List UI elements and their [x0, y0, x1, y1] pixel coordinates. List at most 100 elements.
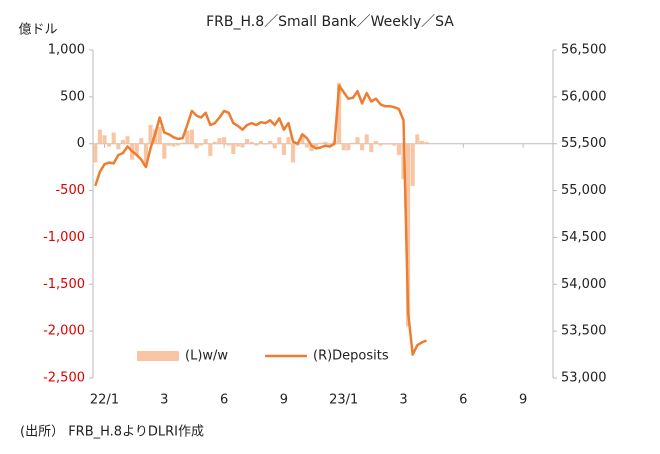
bar [258, 140, 263, 144]
legend-swatch [137, 351, 179, 361]
bar [162, 143, 167, 159]
y2-tick-label: 54,000 [561, 277, 607, 292]
legend-label: (R)Deposits [313, 349, 389, 364]
bar [406, 143, 411, 327]
bar [419, 140, 424, 144]
bar [323, 141, 328, 144]
y-tick-label: -1,500 [43, 277, 85, 292]
bar [199, 143, 204, 146]
x-tick-label: 23/1 [329, 393, 358, 408]
bar [185, 130, 190, 144]
y-tick-label: -2,000 [43, 324, 85, 339]
bar [378, 143, 383, 146]
bar [226, 143, 231, 146]
bar [231, 143, 236, 155]
x-tick-label: 6 [459, 393, 467, 408]
bar [277, 137, 282, 144]
bar [263, 143, 268, 145]
bar [93, 143, 98, 163]
bar [424, 141, 429, 144]
y-unit: 億ドル [18, 22, 57, 38]
bar [341, 143, 346, 151]
bar [373, 140, 378, 144]
bar [364, 134, 369, 144]
bar [139, 138, 144, 144]
bar [245, 139, 250, 144]
y2-tick-label: 55,000 [561, 183, 607, 198]
bar [222, 137, 227, 144]
y2-tick-label: 56,500 [561, 43, 607, 58]
bar [125, 136, 130, 144]
bar [309, 143, 314, 152]
chart-title: FRB_H.8／Small Bank／Weekly／SA [206, 14, 454, 30]
bar [171, 143, 176, 147]
bar [327, 143, 332, 145]
bar [212, 141, 217, 144]
y-tick-label: 0 [77, 136, 85, 151]
bar [383, 143, 388, 145]
y2-tick-label: 53,500 [561, 324, 607, 339]
bar [314, 143, 319, 147]
bar [240, 143, 245, 148]
bar [111, 132, 116, 144]
bar [249, 141, 254, 144]
bar [268, 140, 273, 144]
y-tick-label: -2,500 [43, 371, 85, 386]
x-tick-label: 9 [280, 393, 288, 408]
bar [360, 143, 365, 151]
bar [272, 143, 277, 149]
y2-tick-label: 55,500 [561, 136, 607, 151]
bar [286, 137, 291, 144]
x-tick-label: 3 [399, 393, 407, 408]
bar [291, 143, 296, 163]
bar [281, 143, 286, 155]
y2-tick-label: 54,500 [561, 230, 607, 245]
y-tick-label: -500 [55, 183, 85, 198]
bar [346, 143, 351, 151]
bar [208, 143, 213, 156]
bar [254, 143, 259, 146]
bar [369, 143, 374, 153]
bar [97, 129, 102, 144]
bar [350, 142, 355, 144]
x-tick-label: 3 [160, 393, 168, 408]
bar [415, 134, 420, 144]
y2-tick-label: 53,000 [561, 371, 607, 386]
bar [120, 139, 125, 144]
bar [235, 143, 240, 147]
bar [355, 137, 360, 144]
bar [396, 143, 401, 155]
bar [194, 143, 199, 149]
bar [180, 142, 185, 144]
x-tick-label: 22/1 [90, 393, 119, 408]
y-tick-label: -1,000 [43, 230, 85, 245]
bar [107, 143, 112, 147]
bar [203, 139, 208, 144]
bar [410, 143, 415, 186]
bar [392, 143, 397, 146]
bar [337, 82, 342, 144]
bar [318, 142, 323, 144]
y-tick-label: 500 [60, 89, 85, 104]
bar [157, 126, 162, 144]
bar [148, 124, 153, 144]
y-tick-label: 1,000 [48, 43, 85, 58]
bar [143, 143, 148, 164]
bar [116, 143, 121, 150]
line [94, 84, 427, 356]
bar [189, 129, 194, 144]
x-tick-label: 9 [519, 393, 527, 408]
bar [300, 134, 305, 144]
y2-tick-label: 56,000 [561, 89, 607, 104]
legend-label: (L)w/w [185, 349, 228, 364]
bar [387, 143, 392, 145]
bar [166, 143, 171, 146]
bar [217, 138, 222, 144]
x-tick-label: 6 [220, 393, 228, 408]
bar [176, 143, 181, 146]
bar [102, 135, 107, 144]
bar [304, 143, 309, 148]
source-note: (出所） FRB_H.8よりDLRI作成 [20, 425, 204, 440]
